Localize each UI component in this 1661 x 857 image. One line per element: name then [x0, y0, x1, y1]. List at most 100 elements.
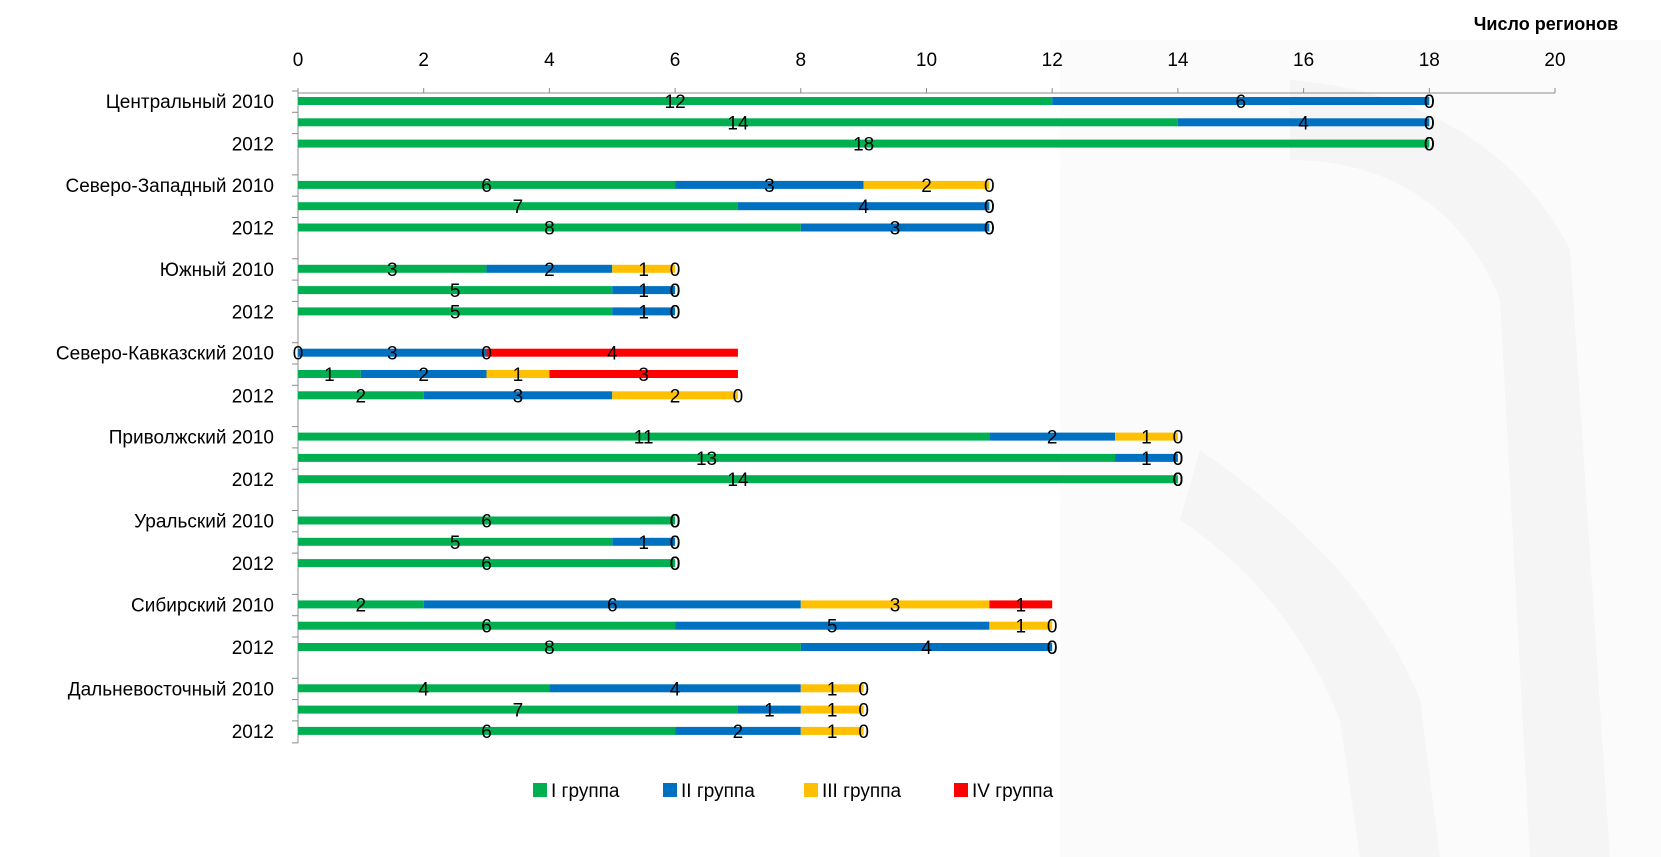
x-axis-title: Число регионов [1474, 14, 1618, 34]
data-label: 0 [670, 302, 681, 323]
data-label: 2 [921, 176, 932, 197]
bar-segment-2 [486, 264, 613, 273]
data-label: 1 [638, 281, 649, 302]
legend: I группа II группа III группа IV группа [533, 781, 1054, 802]
data-label: 0 [984, 176, 995, 197]
data-label: 0 [858, 722, 869, 743]
x-tick-label: 12 [1042, 50, 1063, 71]
x-tick-label: 2 [418, 50, 429, 71]
bar-segment-4 [989, 600, 1053, 609]
bar-segment-3 [800, 600, 990, 609]
data-label: 3 [513, 386, 524, 407]
bar-segment-2 [1177, 118, 1430, 127]
bar-segment-2 [737, 202, 990, 211]
bar-segment-1 [298, 537, 613, 546]
data-label: 0 [1173, 470, 1184, 491]
data-label: 7 [513, 701, 524, 722]
data-label: 0 [670, 302, 681, 323]
bar-segment-1 [298, 600, 424, 609]
category-label: 2012 [232, 219, 274, 240]
data-label: 2 [356, 386, 367, 407]
data-label: 0 [1424, 113, 1435, 134]
legend-swatch [533, 783, 547, 797]
data-label: 18 [853, 135, 874, 156]
category-label: 2012 [232, 554, 274, 575]
data-label: 0 [984, 219, 995, 240]
data-label: 0 [1424, 135, 1435, 156]
bar-segment-3 [612, 264, 676, 273]
data-label: 6 [481, 554, 492, 575]
data-label: 0 [984, 219, 995, 240]
data-label: 3 [638, 365, 649, 386]
data-label: 2 [418, 365, 429, 386]
bar-segment-2 [989, 432, 1116, 441]
background-watermark [1060, 40, 1661, 857]
bar-segment-2 [612, 286, 676, 295]
category-label: Приволжский 2010 [109, 428, 274, 449]
category-label: Северо-Кавказский 2010 [56, 344, 274, 365]
bar-segment-3 [486, 370, 550, 378]
data-label: 1 [638, 260, 649, 281]
bar-segment-2 [800, 223, 990, 232]
data-label: 0 [1173, 470, 1184, 491]
data-label: 14 [727, 470, 749, 491]
data-label: 4 [670, 679, 681, 700]
data-label: 3 [387, 260, 398, 281]
category-label: Центральный 2010 [106, 92, 274, 113]
bar-segment-1 [298, 202, 738, 211]
bar-segment-3 [800, 684, 864, 693]
data-label: 0 [858, 701, 869, 722]
bar-segment-2 [737, 705, 801, 714]
bar-segment-2 [800, 643, 1053, 651]
data-label: 13 [696, 449, 717, 470]
bar-segment-1 [298, 118, 1178, 127]
bar-segment-2 [612, 537, 676, 546]
category-label: 2012 [232, 135, 274, 156]
data-label: 3 [890, 595, 901, 616]
data-label: 0 [1424, 92, 1435, 113]
data-label: 1 [827, 679, 838, 700]
bar-segment-2 [612, 307, 676, 316]
category-label: 2012 [232, 638, 274, 659]
category-label: Уральский 2010 [134, 512, 274, 533]
bar-segment-3 [800, 705, 864, 714]
data-label: 0 [858, 679, 869, 700]
data-label: 7 [513, 197, 524, 218]
bar-segment-2 [675, 180, 864, 189]
data-label: 8 [544, 638, 555, 659]
bar-segment-1 [298, 139, 1430, 148]
data-label: 2 [356, 595, 367, 616]
bar-segment-2 [1052, 97, 1430, 105]
category-label: 2012 [232, 386, 274, 407]
y-axis: Центральный 2010 2012 Северо-Западный 2010… [56, 90, 299, 744]
x-tick-label: 20 [1544, 50, 1565, 71]
bar-segment-1 [298, 286, 613, 295]
bar-segment-2 [675, 726, 801, 735]
data-label: 0 [293, 344, 304, 365]
bar-segment-2 [423, 391, 613, 400]
data-label: 0 [1173, 449, 1184, 470]
data-label: 0 [1424, 135, 1435, 156]
bar-segment-3 [863, 180, 990, 189]
data-label: 1 [1015, 595, 1026, 616]
data-label: 8 [544, 219, 555, 240]
data-label: 0 [670, 281, 681, 302]
legend-swatch [663, 783, 677, 797]
data-label: 5 [450, 281, 461, 302]
data-label: 4 [607, 344, 618, 365]
data-label: 2 [670, 386, 681, 407]
data-label: 0 [1173, 470, 1184, 491]
data-label: 6 [607, 595, 618, 616]
data-label: 0 [1047, 638, 1058, 659]
data-label: 1 [827, 701, 838, 722]
bar-segment-3 [612, 391, 738, 400]
data-label: 2 [544, 260, 555, 281]
data-label: 1 [638, 302, 649, 323]
data-label: 0 [670, 512, 681, 533]
legend-label: III группа [822, 781, 901, 802]
data-label: 3 [387, 344, 398, 365]
data-label: 0 [670, 260, 681, 281]
data-label: 0 [670, 533, 681, 554]
bar-segment-2 [298, 348, 487, 357]
data-label: 0 [733, 386, 744, 407]
